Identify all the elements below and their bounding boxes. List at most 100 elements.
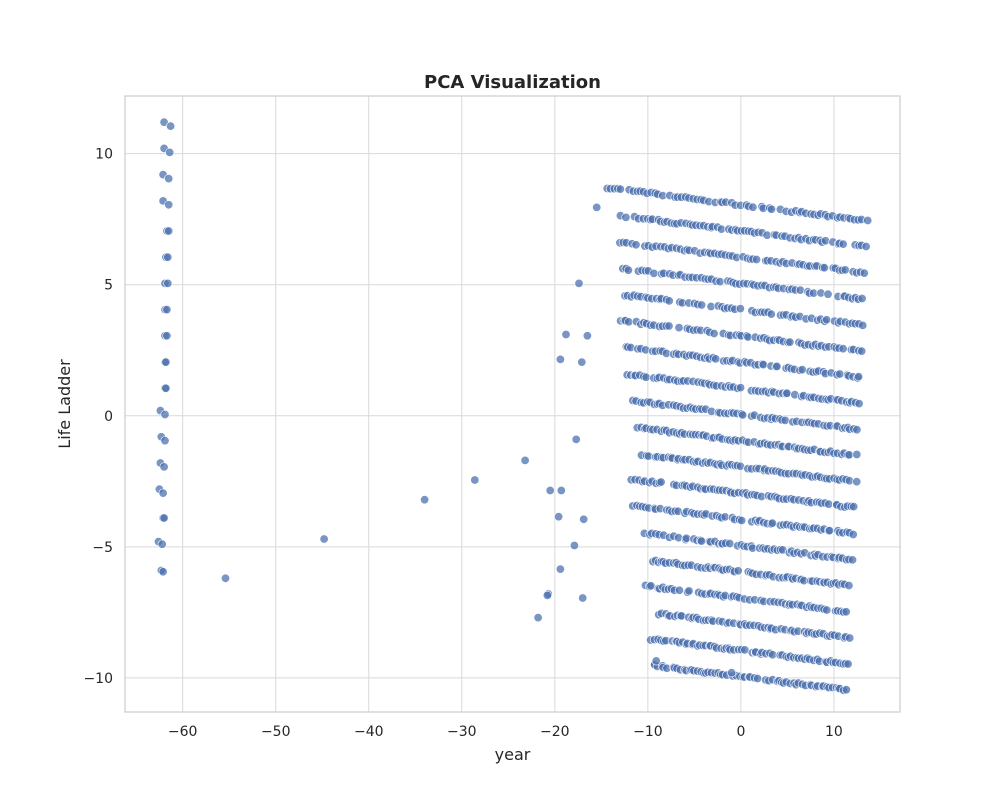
data-point [624,317,634,327]
data-point [824,499,834,509]
data-point [780,415,790,425]
y-tick-label: 5 [104,278,113,294]
data-point [797,365,807,375]
data-point [841,685,851,695]
y-tick-label: 0 [104,409,113,425]
x-tick-label: −30 [447,724,477,740]
data-point [751,255,761,265]
data-points [154,117,873,695]
data-point [651,656,661,666]
y-axis-ticks: −10 −5 0 5 10 [83,147,113,687]
data-point [556,485,566,495]
data-point [857,293,867,303]
data-point [631,240,641,250]
data-point [840,265,850,275]
data-point [420,495,430,505]
data-point [863,216,873,226]
data-point [823,289,833,299]
data-point [852,477,862,487]
data-point [822,605,832,615]
grid-lines [125,96,900,712]
data-point [164,174,174,184]
data-point [162,331,172,341]
data-point [520,455,530,465]
data-point [160,436,170,446]
data-point [782,388,792,398]
data-point [848,529,858,539]
data-point [854,399,864,409]
data-point [858,320,868,330]
data-point [845,633,855,643]
data-point [554,512,564,522]
data-point [857,346,867,356]
data-point [592,202,602,212]
data-point [854,372,864,382]
data-point [861,242,871,252]
data-point [735,304,745,314]
data-point [319,534,329,544]
data-point [623,265,633,275]
data-point [748,202,758,212]
data-point [641,372,651,382]
data-point [785,337,795,347]
data-point [159,117,169,127]
data-point [163,278,173,288]
data-point [727,668,737,678]
data-point [696,536,706,546]
x-tick-label: −40 [354,724,384,740]
data-point [711,354,721,364]
data-point [697,300,707,310]
data-point [740,645,750,655]
data-point [621,212,631,222]
data-point [715,277,725,287]
data-point [161,357,171,367]
data-point [162,305,172,315]
data-point [838,344,848,354]
data-point [736,383,746,393]
data-point [795,285,805,295]
data-point [158,567,168,577]
y-axis-label: Life Ladder [55,359,74,449]
data-point [545,485,555,495]
data-point [664,296,674,306]
data-point [159,462,169,472]
data-point [819,263,829,273]
data-point [768,650,778,660]
x-tick-label: −50 [261,724,291,740]
data-point [735,461,745,471]
data-point [159,513,169,523]
data-point [849,502,859,512]
data-point [533,613,543,623]
data-point [674,585,684,595]
data-point [664,321,674,331]
data-point [758,360,768,370]
x-tick-label: 10 [825,724,843,740]
plot-frame [124,95,901,713]
data-point [838,239,848,249]
data-point [542,590,552,600]
y-tick-label: 10 [95,147,113,163]
data-point [649,268,659,278]
data-point [165,147,175,157]
data-point [615,184,625,194]
data-point [859,268,869,278]
data-point [733,566,743,576]
data-point [852,449,862,459]
data-point [824,526,834,536]
data-point [738,410,748,420]
data-point [835,369,845,379]
data-point [158,488,168,498]
x-axis-label: year [495,745,531,764]
data-point [844,450,854,460]
data-point [847,555,857,565]
data-point [561,329,571,339]
y-tick-label: −10 [83,671,113,687]
data-point [852,425,862,435]
data-point [571,434,581,444]
x-tick-label: 0 [736,724,745,740]
data-point [166,121,176,131]
data-point [470,475,480,485]
x-tick-label: −10 [633,724,663,740]
data-point [725,538,735,548]
